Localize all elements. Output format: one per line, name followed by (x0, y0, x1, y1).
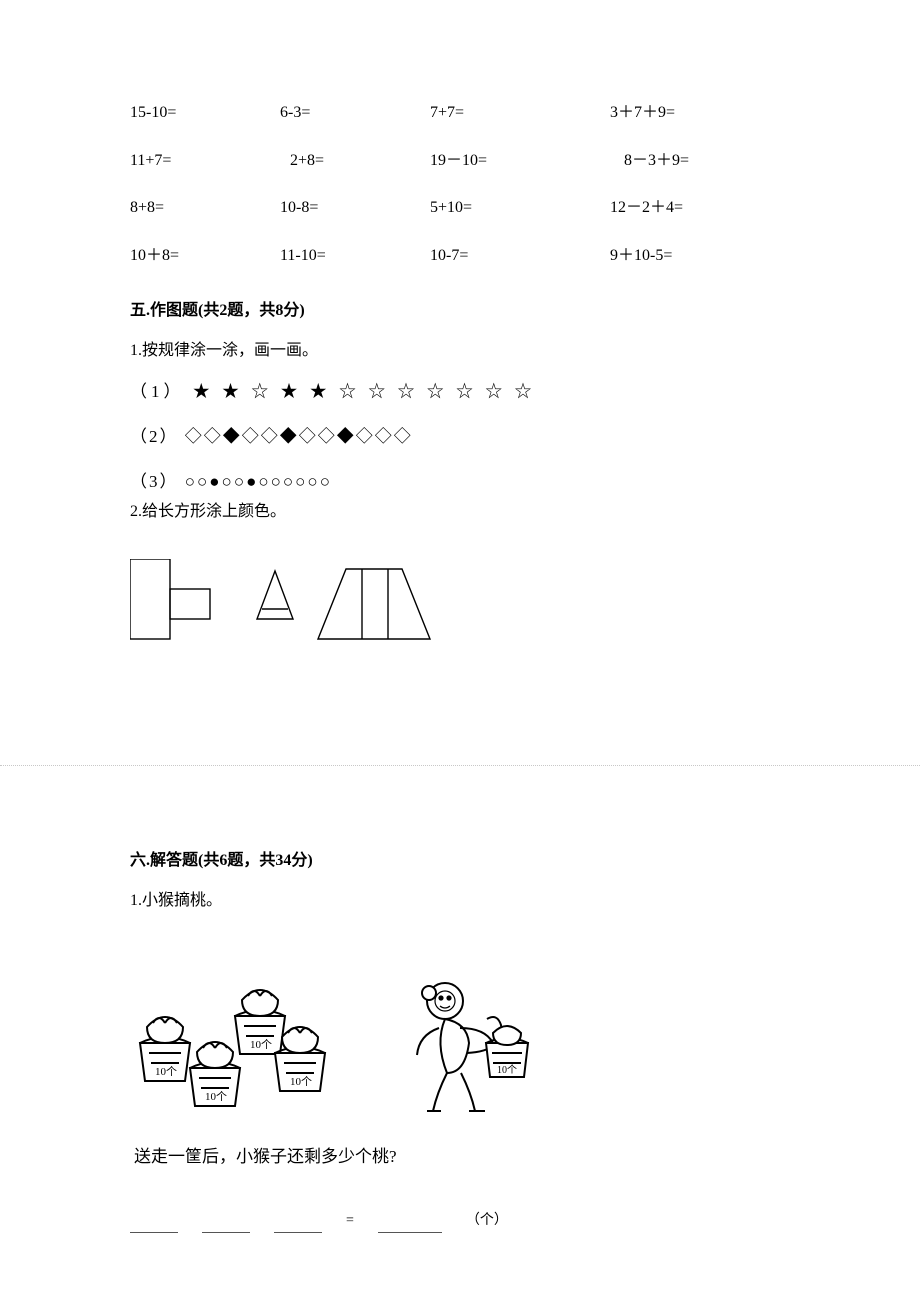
blank[interactable] (130, 1219, 178, 1233)
cell: 3＋7＋9= (610, 100, 790, 126)
section5-heading: 五.作图题(共2题，共8分) (130, 298, 790, 324)
cell: 6-3= (280, 100, 430, 126)
cell: 19－10= (430, 148, 610, 174)
svg-text:10个: 10个 (250, 1038, 272, 1051)
pattern-glyphs: ◇◇◆◇◇◆◇◇◆◇◇◇ (185, 427, 413, 446)
blank[interactable] (274, 1219, 322, 1233)
pattern-label: （3） (130, 472, 179, 491)
cell: 8+8= (130, 195, 280, 221)
cell: 5+10= (430, 195, 610, 221)
cell: 9＋10-5= (610, 243, 790, 269)
equals-sign: = (346, 1210, 354, 1232)
section6-heading: 六.解答题(共6题，共34分) (130, 848, 790, 874)
cell: 8－3＋9= (610, 148, 790, 174)
pattern-glyphs: ★ ★ ☆ ★ ★ ☆ ☆ ☆ ☆ ☆ ☆ ☆ (193, 382, 536, 401)
monkey-basket-illustration: 10个 10个 10个 (130, 958, 560, 1123)
section5-q2-title: 2.给长方形涂上颜色。 (130, 499, 790, 525)
cell: 12－2＋4= (610, 195, 790, 221)
section6-q1-title: 1.小猴摘桃。 (130, 888, 790, 914)
pattern-glyphs: ○○●○○●○○○○○○ (185, 472, 332, 491)
cell: 10-7= (430, 243, 610, 269)
shapes-diagram (130, 559, 450, 659)
unit-label: （个） (466, 1210, 508, 1232)
cell: 11-10= (280, 243, 430, 269)
pattern-label: （2） (130, 427, 179, 446)
illustration-caption: 送走一筐后，小猴子还剩多少个桃? (134, 1143, 790, 1170)
section5-q1-title: 1.按规律涂一涂，画一画。 (130, 338, 790, 364)
blank[interactable] (202, 1219, 250, 1233)
pattern-label: （1） (130, 382, 185, 401)
page-separator (0, 765, 920, 766)
answer-blank-line: = （个） (130, 1210, 790, 1232)
svg-text:10个: 10个 (205, 1090, 227, 1103)
cell: 2+8= (280, 148, 430, 174)
svg-text:10个: 10个 (497, 1064, 517, 1076)
blank[interactable] (378, 1219, 442, 1233)
svg-text:10个: 10个 (155, 1065, 177, 1078)
pattern-2: （2） ◇◇◆◇◇◆◇◇◆◇◇◇ (130, 423, 790, 450)
cell: 10-8= (280, 195, 430, 221)
cell: 7+7= (430, 100, 610, 126)
cell: 11+7= (130, 148, 280, 174)
svg-text:10个: 10个 (290, 1075, 312, 1088)
cell: 10＋8= (130, 243, 280, 269)
arithmetic-grid: 15-10= 6-3= 7+7= 3＋7＋9= 11+7= 2+8= 19－10… (130, 100, 790, 268)
pattern-1: （1） ★ ★ ☆ ★ ★ ☆ ☆ ☆ ☆ ☆ ☆ ☆ (130, 378, 790, 405)
pattern-3: （3） ○○●○○●○○○○○○ (130, 468, 790, 495)
cell: 15-10= (130, 100, 280, 126)
